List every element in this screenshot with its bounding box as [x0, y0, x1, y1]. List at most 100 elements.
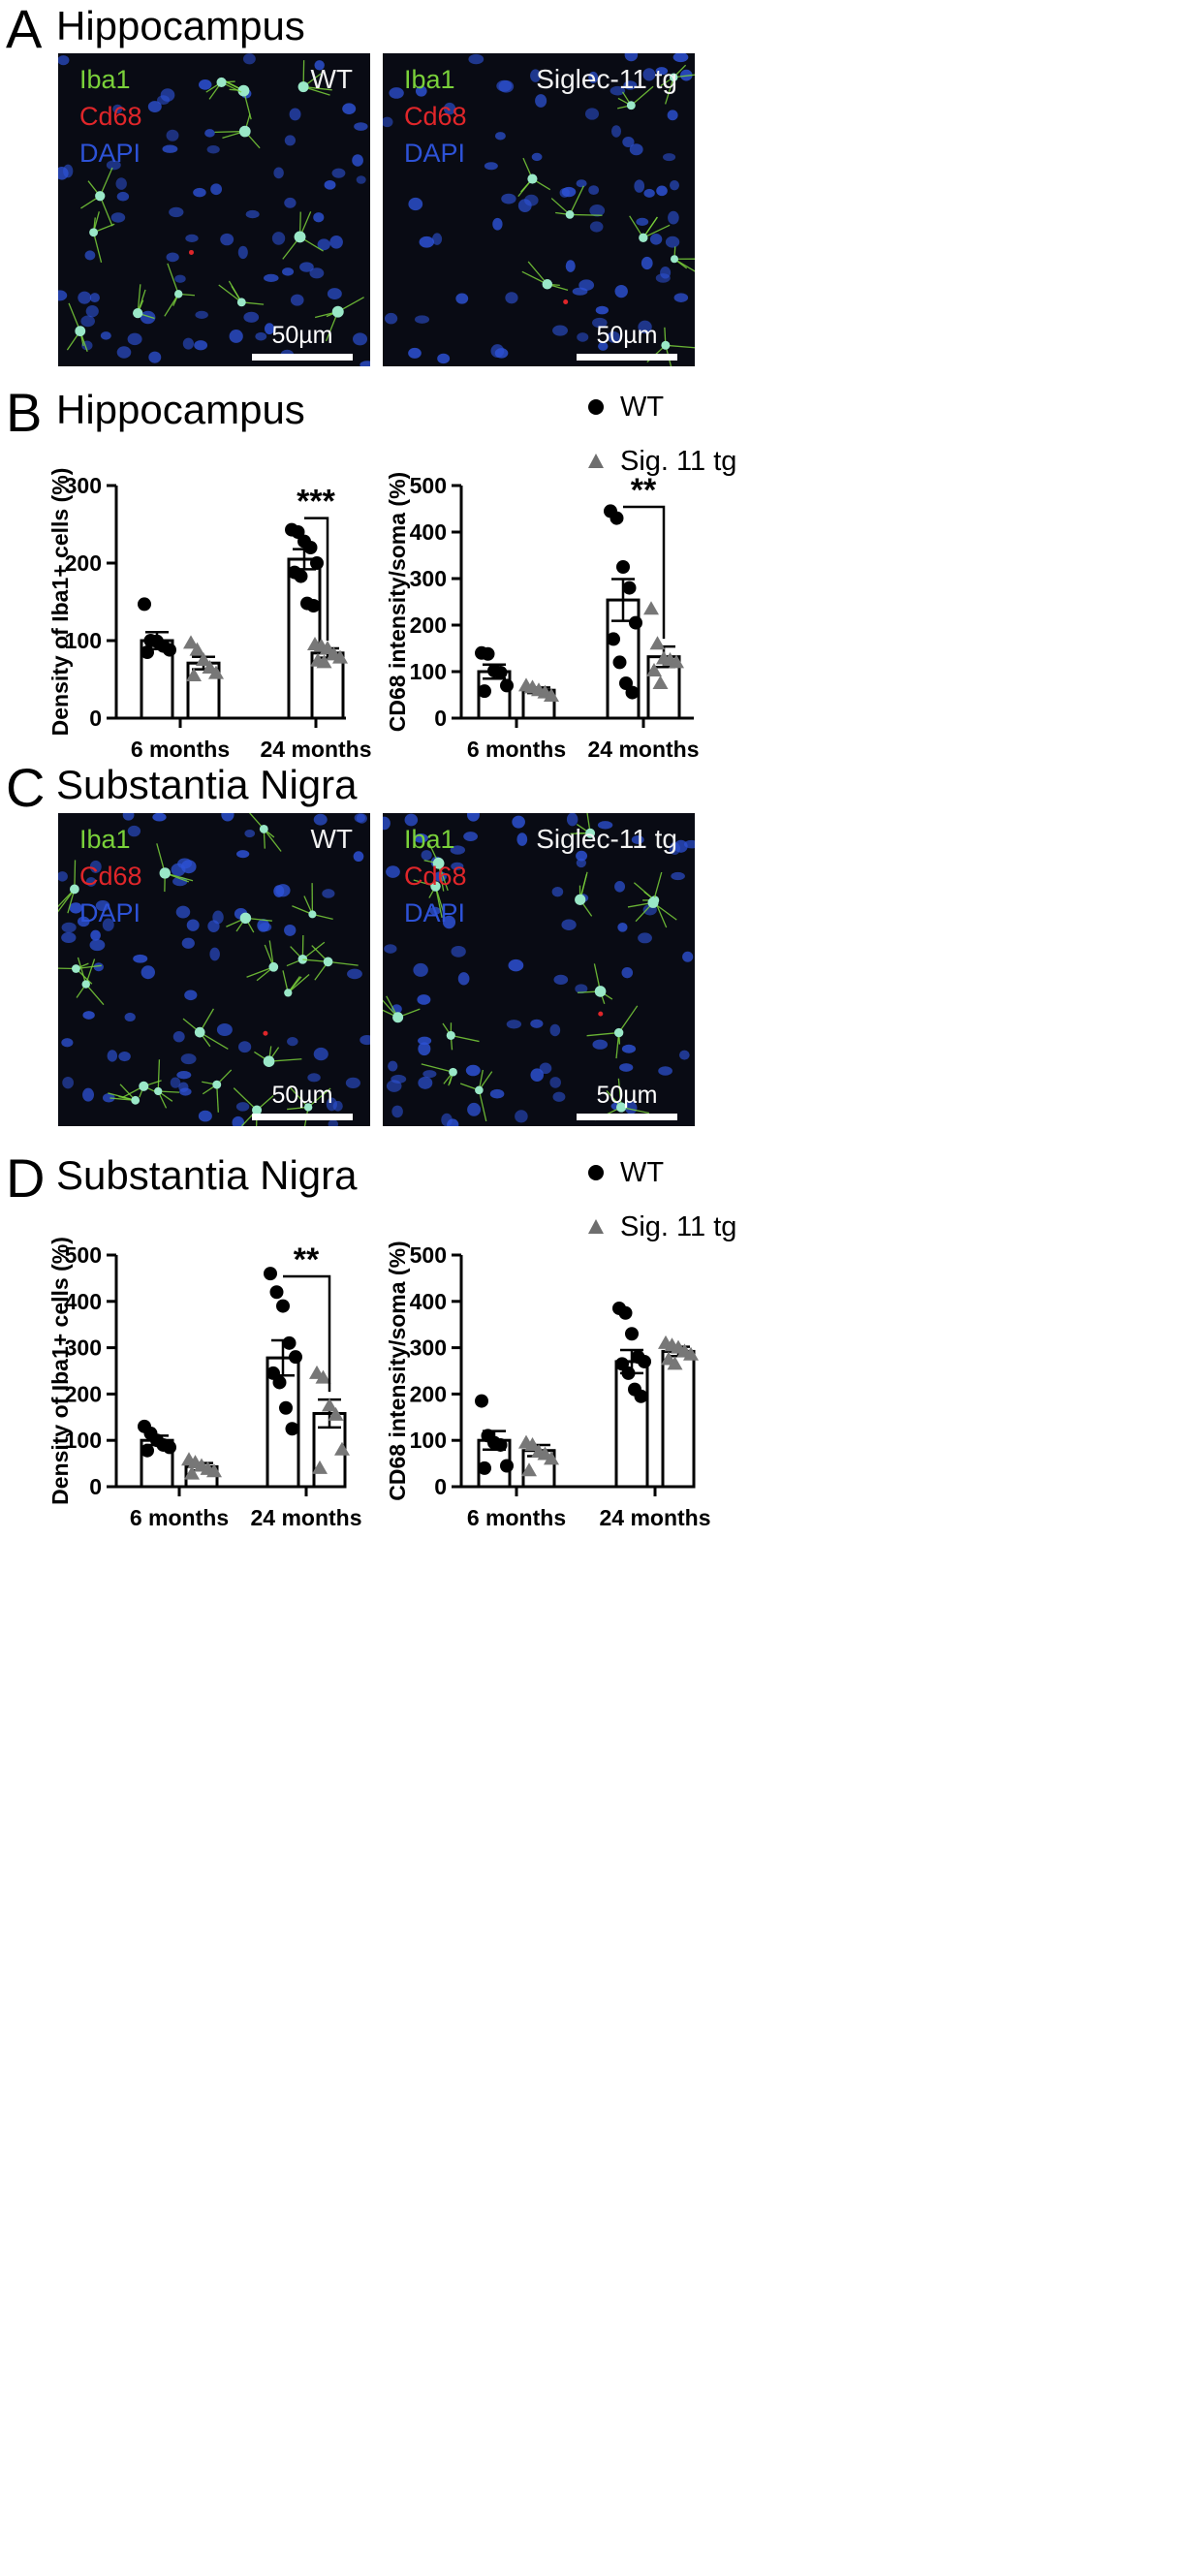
legend-label-wt: WT: [620, 1156, 665, 1188]
legend-item-wt: WT: [572, 380, 736, 434]
data-point: [625, 685, 640, 700]
microglia-process: [618, 1005, 639, 1033]
nucleus: [207, 920, 220, 932]
nucleus: [313, 813, 328, 826]
microglia-process: [164, 294, 179, 317]
channel-legend: Iba1 Cd68 DAPI: [79, 61, 142, 172]
legend-label-tg: Sig. 11 tg: [620, 445, 737, 477]
circle-marker-icon: [572, 1163, 620, 1182]
nucleus: [273, 167, 284, 179]
nucleus: [383, 116, 393, 128]
nucleus: [418, 1076, 433, 1089]
nucleus: [516, 832, 528, 846]
microglia-process: [665, 344, 695, 349]
microglia-process: [76, 964, 102, 970]
data-point: [487, 664, 501, 678]
nucleus: [421, 850, 432, 861]
nucleus: [561, 919, 577, 930]
nucleus: [549, 1023, 561, 1037]
significance-bracket: [623, 505, 666, 640]
data-point: [187, 1455, 203, 1469]
y-tick-label: 100: [410, 659, 447, 684]
data-point: [316, 654, 332, 669]
nucleus: [384, 944, 397, 954]
nucleus: [588, 185, 600, 196]
panel-title-c: Substantia Nigra: [56, 762, 358, 807]
data-point: [643, 601, 659, 615]
data-point: [312, 1460, 328, 1474]
channel-legend: Iba1 Cd68 DAPI: [79, 821, 142, 931]
nucleus: [148, 351, 162, 363]
nucleus: [61, 1038, 74, 1048]
data-point: [332, 649, 348, 664]
nucleus: [242, 53, 256, 65]
nucleus: [322, 889, 335, 898]
data-point: [683, 1346, 699, 1361]
nucleus: [327, 288, 342, 299]
nucleus: [494, 132, 506, 141]
microglia-soma: [284, 989, 293, 997]
data-point: [183, 635, 199, 649]
nucleus: [417, 994, 431, 1005]
microglia-process: [99, 196, 113, 227]
nucleus: [107, 1050, 118, 1062]
microglia-soma: [661, 340, 671, 350]
data-point: [634, 1389, 648, 1403]
nucleus: [667, 110, 678, 121]
nucleus: [61, 922, 77, 933]
nucleus: [198, 1110, 212, 1122]
label-cd68: Cd68: [404, 862, 467, 891]
microglia-soma: [527, 173, 538, 184]
nucleus: [263, 273, 279, 283]
microglia-process: [586, 1031, 619, 1037]
microglia-soma: [670, 255, 679, 264]
nucleus: [576, 850, 588, 862]
data-point: [618, 1305, 633, 1320]
nucleus: [353, 851, 364, 863]
nucleus: [124, 1012, 136, 1022]
data-point: [481, 1429, 495, 1443]
nucleus: [102, 1092, 115, 1103]
y-tick-label: 0: [434, 706, 447, 731]
nucleus: [418, 1036, 432, 1046]
microglia-soma: [95, 191, 106, 202]
bar: [312, 1411, 347, 1489]
bar: [140, 639, 174, 720]
nucleus: [84, 250, 96, 261]
nucleus: [206, 145, 220, 154]
data-point: [664, 1337, 680, 1352]
micrograph-substantia-nigra-wt: Iba1 Cd68 DAPI WT 50µm: [58, 813, 370, 1126]
data-point: [143, 1427, 158, 1441]
y-tick-label: 100: [410, 1428, 447, 1453]
nucleus: [578, 279, 595, 292]
data-point: [493, 1437, 508, 1452]
nucleus: [106, 160, 121, 171]
microglia-soma: [303, 1103, 313, 1112]
scale-bar: 50µm: [252, 1082, 353, 1120]
label-cd68: Cd68: [79, 862, 142, 891]
legend-item-tg: Sig. 11 tg: [572, 434, 736, 488]
nucleus: [220, 233, 234, 246]
nucleus: [643, 188, 655, 198]
data-point: [662, 652, 678, 666]
nucleus: [610, 85, 626, 96]
nucleus: [386, 1080, 402, 1092]
nucleus: [356, 175, 366, 184]
data-point: [616, 560, 630, 574]
nucleus: [658, 1066, 672, 1076]
microglia-process: [569, 185, 584, 215]
nucleus: [102, 918, 114, 931]
label-cd68: Cd68: [79, 102, 142, 131]
microglia-soma: [239, 912, 252, 925]
micrograph-substantia-nigra-tg: Iba1 Cd68 DAPI Siglec-11 tg 50µm: [383, 813, 695, 1126]
microglia-process: [85, 958, 96, 985]
nucleus: [147, 101, 162, 113]
microglia-process: [92, 232, 103, 263]
data-point: [202, 660, 218, 674]
nucleus: [592, 1039, 609, 1050]
microglia-soma: [263, 1055, 275, 1068]
microglia-process: [246, 966, 274, 978]
nucleus: [232, 1115, 245, 1126]
significance-label: ***: [297, 484, 335, 520]
microglia-soma: [542, 279, 553, 290]
